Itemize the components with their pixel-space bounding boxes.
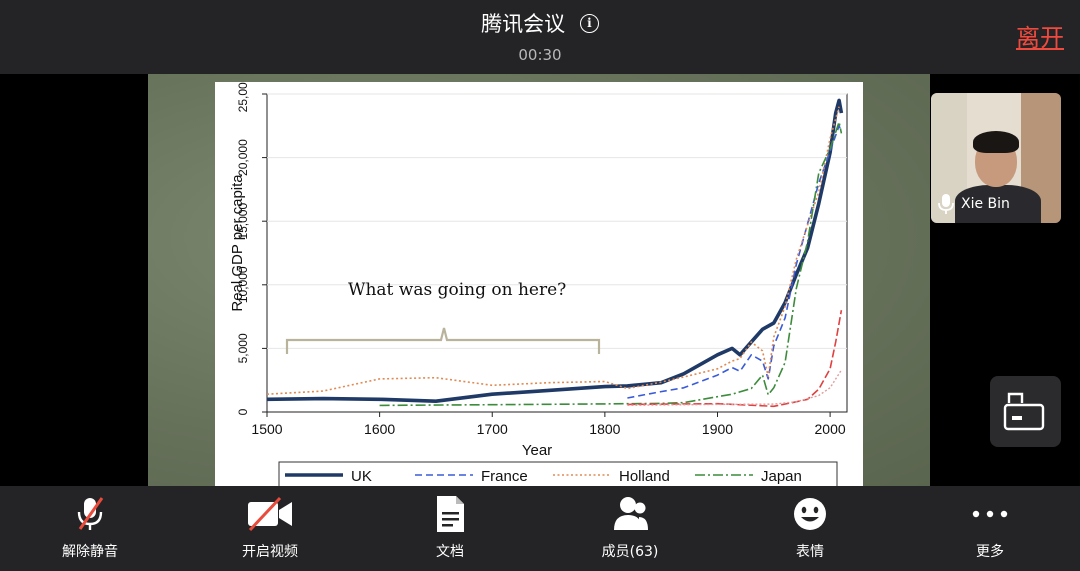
meeting-title-row: 腾讯会议 i (0, 8, 1080, 38)
start-video-button[interactable]: 开启视频 (195, 486, 345, 571)
reactions-button[interactable]: 表情 (735, 486, 885, 571)
rotate-screen-icon (1003, 392, 1045, 431)
participant-label: Xie Bin (937, 193, 1010, 215)
meeting-title: 腾讯会议 (481, 12, 566, 36)
members-icon (614, 497, 648, 530)
start-video-label: 开启视频 (242, 544, 298, 560)
participant-hair (973, 131, 1019, 153)
series-line-france (627, 125, 843, 399)
members-label: 成员(63) (601, 544, 659, 560)
reactions-label: 表情 (796, 544, 824, 560)
video-off-icon (248, 496, 292, 532)
document-button[interactable]: 文档 (375, 486, 525, 571)
layout-switch-button[interactable] (990, 376, 1061, 447)
more-label: 更多 (976, 544, 1004, 560)
series-line-uk (266, 98, 844, 403)
legend-label-holland: Holland (619, 468, 670, 485)
x-axis-label: Year (522, 442, 552, 459)
unmute-button[interactable]: 解除静音 (15, 486, 165, 571)
slide-chart-card: 1500 1600 1700 1800 1900 2000 0 5,000 10,000 15,0… (215, 75, 863, 486)
y-axis-label: Real GDP per capita (229, 174, 246, 312)
x-tick-label: 1800 (589, 421, 620, 437)
document-label: 文档 (436, 544, 464, 560)
series-line-extra-4 (627, 310, 843, 408)
x-tick-label: 1700 (477, 421, 508, 437)
y-tick-label: 25,000 (236, 82, 250, 112)
members-button[interactable]: 成员(63) (555, 486, 705, 571)
legend-label-uk: UK (351, 468, 372, 485)
x-tick-label: 2000 (815, 421, 846, 437)
series-line-holland (266, 106, 840, 395)
x-tick-label: 1500 (251, 421, 282, 437)
more-button[interactable]: 更多 (915, 486, 1065, 571)
x-tick-label: 1600 (364, 421, 395, 437)
plot-frame (266, 93, 848, 413)
leave-button[interactable]: 离开 (1016, 24, 1064, 52)
legend-box (278, 461, 838, 486)
y-tick-label: 0 (236, 408, 250, 415)
y-tick-label: 15,000 (236, 203, 250, 240)
more-icon (972, 510, 1008, 518)
participant-name: Xie Bin (961, 196, 1010, 212)
bottom-toolbar: 解除静音 开启视频 文档 (0, 486, 1080, 571)
emoji-icon (794, 498, 826, 530)
mic-muted-icon (77, 497, 104, 530)
microphone-icon (938, 194, 954, 214)
meeting-timer: 00:30 (518, 46, 562, 64)
info-icon[interactable]: i (579, 13, 599, 33)
x-tick-label: 1900 (702, 421, 733, 437)
unmute-label: 解除静音 (62, 544, 118, 560)
participant-video-tile[interactable]: Xie Bin (931, 93, 1061, 223)
legend-label-japan: Japan (761, 468, 802, 485)
document-icon (437, 496, 464, 532)
chart-annotation: What was going on here? (348, 280, 566, 300)
participant-body (955, 185, 1041, 223)
gdp-chart: 1500 1600 1700 1800 1900 2000 0 5,000 10,000 15,0… (229, 75, 848, 486)
top-bar: 腾讯会议 i 00:30 离开 (0, 0, 1080, 74)
y-tick-label: 20,000 (236, 139, 250, 176)
y-tick-label: 10,000 (236, 266, 250, 303)
y-tick-label: 5,000 (236, 333, 250, 363)
annotation-brace (285, 327, 601, 354)
legend-label-france: France (481, 468, 528, 485)
shared-screen: 1500 1600 1700 1800 1900 2000 0 5,000 10,000 15,0… (148, 74, 930, 486)
series-line-japan (379, 121, 843, 407)
series-line-extra-5 (627, 369, 842, 406)
